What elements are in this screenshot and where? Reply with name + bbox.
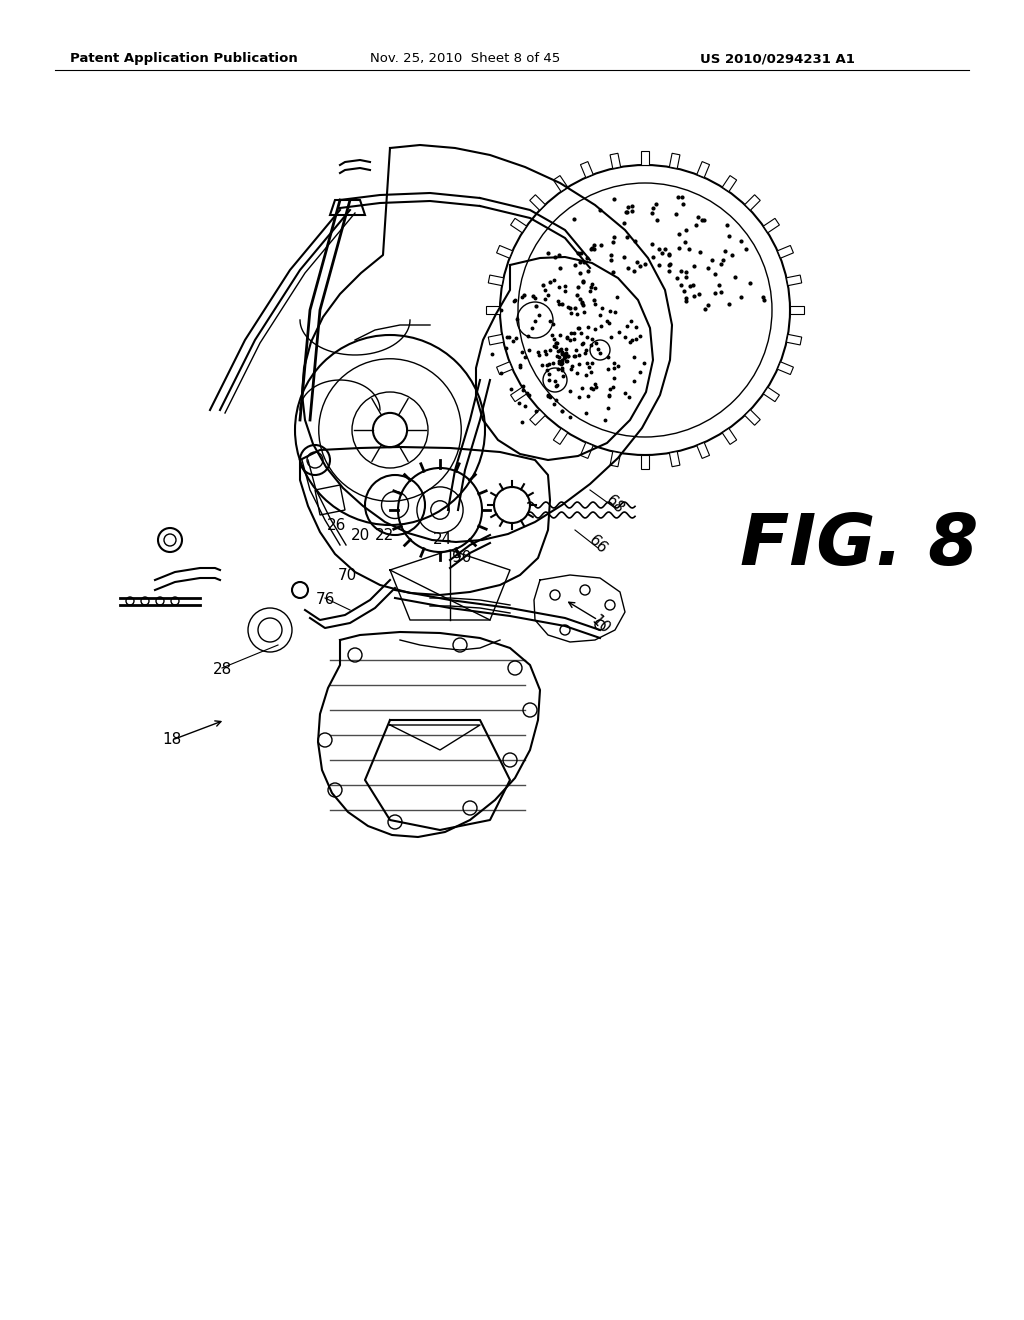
- Polygon shape: [744, 409, 760, 425]
- Text: Nov. 25, 2010  Sheet 8 of 45: Nov. 25, 2010 Sheet 8 of 45: [370, 51, 560, 65]
- Polygon shape: [670, 153, 680, 169]
- Polygon shape: [790, 306, 804, 314]
- Polygon shape: [610, 451, 621, 467]
- Text: US 2010/0294231 A1: US 2010/0294231 A1: [700, 51, 855, 65]
- Polygon shape: [777, 362, 794, 375]
- Polygon shape: [486, 306, 500, 314]
- Polygon shape: [696, 161, 710, 178]
- Polygon shape: [696, 442, 710, 458]
- Polygon shape: [641, 150, 649, 165]
- Polygon shape: [488, 334, 504, 345]
- Text: 18: 18: [163, 733, 181, 747]
- Text: 20: 20: [350, 528, 370, 543]
- Polygon shape: [488, 275, 504, 285]
- Polygon shape: [722, 429, 736, 445]
- Text: 28: 28: [212, 663, 231, 677]
- Text: 66: 66: [586, 533, 610, 557]
- Text: Patent Application Publication: Patent Application Publication: [70, 51, 298, 65]
- Text: 70: 70: [337, 568, 356, 582]
- Text: 26: 26: [328, 517, 347, 532]
- Text: 68: 68: [603, 492, 627, 517]
- Text: 10: 10: [588, 612, 612, 638]
- Polygon shape: [786, 275, 802, 285]
- Text: 90: 90: [453, 550, 472, 565]
- Polygon shape: [670, 451, 680, 467]
- Polygon shape: [553, 176, 567, 191]
- Polygon shape: [786, 334, 802, 345]
- Polygon shape: [497, 246, 513, 259]
- Text: 76: 76: [315, 593, 335, 607]
- Polygon shape: [529, 195, 546, 210]
- Polygon shape: [763, 387, 779, 401]
- Polygon shape: [722, 176, 736, 191]
- Polygon shape: [581, 442, 593, 458]
- Polygon shape: [763, 218, 779, 232]
- Polygon shape: [529, 409, 546, 425]
- Text: 24: 24: [432, 532, 452, 548]
- Polygon shape: [744, 195, 760, 210]
- Polygon shape: [511, 387, 526, 401]
- Polygon shape: [641, 455, 649, 469]
- Text: FIG. 8: FIG. 8: [740, 511, 978, 579]
- Polygon shape: [581, 161, 593, 178]
- Polygon shape: [610, 153, 621, 169]
- Text: 22: 22: [376, 528, 394, 543]
- Polygon shape: [497, 362, 513, 375]
- Polygon shape: [511, 218, 526, 232]
- Polygon shape: [553, 429, 567, 445]
- Polygon shape: [777, 246, 794, 259]
